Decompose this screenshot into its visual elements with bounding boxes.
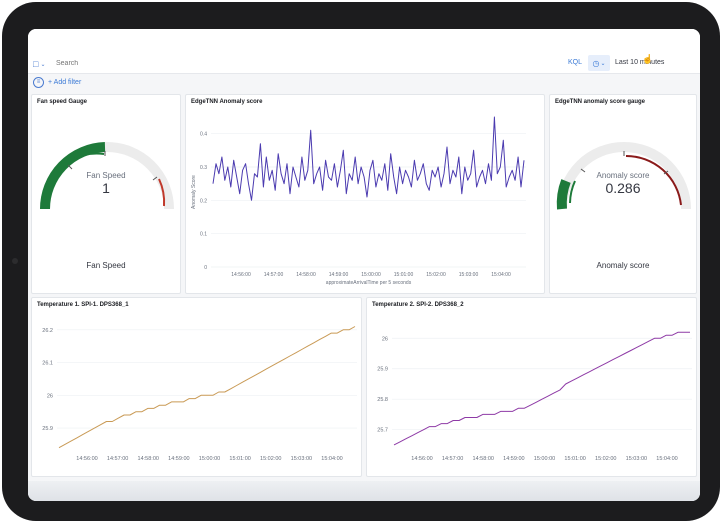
x-tick-label: 14:56:00 [231, 272, 251, 278]
x-tick-label: 15:02:00 [260, 456, 281, 462]
x-tick-label: 15:03:00 [291, 456, 312, 462]
panel-title: Fan speed Gauge [37, 99, 88, 105]
gauge-tick [152, 176, 158, 181]
camera [12, 258, 18, 264]
x-tick-label: 15:01:00 [229, 456, 250, 462]
y-tick-label: 25.9 [42, 426, 53, 432]
x-tick-label: 14:59:00 [329, 272, 349, 278]
saved-query-button[interactable]: □ ⌄ [33, 58, 51, 70]
y-tick-label: 25.8 [377, 397, 388, 403]
x-tick-label: 15:01:00 [394, 272, 414, 278]
gauge-fill [40, 142, 106, 210]
x-tick-label: 15:04:00 [491, 272, 511, 278]
x-tick-label: 14:58:00 [473, 456, 494, 462]
y-tick-label: 26 [382, 336, 388, 342]
x-tick-label: 15:00:00 [199, 456, 220, 462]
gauge-fill [556, 179, 571, 210]
y-tick-label: 26 [47, 393, 53, 399]
gauge-metric-label: Fan Speed [86, 171, 126, 180]
gauge-footer-label: Anomaly score [596, 261, 650, 270]
gauge-tick [580, 168, 586, 173]
chevron-down-icon: ⌄ [600, 60, 606, 67]
panel-title: Temperature 1. SPI-1. DPS368_1 [37, 302, 129, 308]
x-tick-label: 15:00:00 [534, 456, 555, 462]
filter-options-icon[interactable]: ≡ [33, 77, 44, 88]
x-tick-label: 15:02:00 [426, 272, 446, 278]
panel-title: EdgeTNN Anomaly score [191, 99, 263, 105]
gauge-value: 0.286 [605, 180, 641, 196]
gauge-tick [663, 170, 669, 175]
x-tick-label: 14:59:00 [168, 456, 189, 462]
x-tick-label: 15:04:00 [656, 456, 677, 462]
y-tick-label: 0.3 [200, 165, 207, 171]
search-input[interactable] [52, 55, 560, 71]
calendar-icon: ◷ [592, 58, 600, 68]
x-tick-label: 14:58:00 [138, 456, 159, 462]
fan-gauge-panel: Fan speed Gauge Fan Speed 1 Fan Speed [31, 94, 181, 294]
series-line [58, 326, 356, 449]
x-tick-label: 14:56:00 [76, 456, 97, 462]
anomaly-chart-panel: EdgeTNN Anomaly score 0 0.1 0.2 0.3 0.4 14:56… [185, 94, 545, 294]
y-tick-label: 26.1 [42, 361, 53, 367]
dashboard-screen: □ ⌄ KQL ◷ ⌄ Last 10 minutes ☝ ≡ + Add fi… [28, 29, 700, 501]
x-tick-label: 15:00:00 [361, 272, 381, 278]
x-tick-label: 15:03:00 [626, 456, 647, 462]
y-tick-label: 25.7 [377, 428, 388, 434]
x-axis-label: approximateArrivalTime per 5 seconds [326, 280, 412, 286]
fan-gauge [40, 142, 174, 210]
screen-bottom [28, 481, 700, 501]
kql-button[interactable]: KQL [567, 59, 582, 66]
y-tick-label: 26.2 [42, 328, 53, 334]
temperature-2-line-chart: 25.7 25.8 25.9 26 14:56:00 14:57:00 14:58:00 14… [377, 331, 692, 462]
gauge-tick [67, 164, 73, 170]
gauge-range-low [569, 180, 576, 204]
x-tick-label: 14:57:00 [107, 456, 128, 462]
gauge-range-high [158, 178, 166, 207]
gauge-footer-label: Fan Speed [86, 261, 126, 270]
y-tick-label: 0.2 [200, 198, 207, 204]
panel-title: Temperature 2. SPI-2. DPS368_2 [372, 302, 464, 308]
x-tick-label: 14:57:00 [442, 456, 463, 462]
panel-title: EdgeTNN anomaly score gauge [555, 99, 646, 105]
y-tick-label: 25.9 [377, 367, 388, 373]
x-tick-label: 15:01:00 [564, 456, 585, 462]
gauge-metric-label: Anomaly score [596, 171, 650, 180]
x-tick-label: 14:57:00 [264, 272, 284, 278]
series-line [212, 116, 525, 201]
temperature-1-line-chart: 25.9 26 26.1 26.2 14:56:00 14:57:00 14:58:00 14… [42, 326, 357, 462]
anomaly-line-chart: 0 0.1 0.2 0.3 0.4 14:56:00 14:57:00 14:58:00 14:… [191, 116, 526, 286]
y-axis-label: Anomaly Score [191, 175, 197, 209]
x-tick-label: 15:02:00 [595, 456, 616, 462]
chevron-down-icon: ⌄ [40, 61, 46, 68]
y-tick-label: 0.1 [200, 232, 207, 238]
x-tick-label: 14:59:00 [503, 456, 524, 462]
temperature-1-panel: Temperature 1. SPI-1. DPS368_1 25.9 26 26.… [31, 297, 362, 477]
gauge-track [557, 142, 691, 210]
time-picker-button[interactable]: ◷ ⌄ [588, 55, 610, 71]
query-bar: □ ⌄ KQL ◷ ⌄ Last 10 minutes ☝ [28, 29, 700, 74]
filter-bar: ≡ + Add filter [28, 74, 700, 92]
y-tick-label: 0.4 [200, 132, 207, 138]
x-tick-label: 14:58:00 [296, 272, 316, 278]
x-tick-label: 15:04:00 [321, 456, 342, 462]
temperature-2-panel: Temperature 2. SPI-2. DPS368_2 25.7 25.8 2… [366, 297, 697, 477]
anomaly-gauge [556, 142, 691, 210]
save-icon: □ [33, 59, 39, 69]
pointer-cursor-icon: ☝ [642, 54, 654, 64]
gauge-value: 1 [102, 180, 110, 196]
add-filter-button[interactable]: + Add filter [48, 79, 82, 86]
gauge-range-low [70, 152, 105, 161]
anomaly-gauge-panel: EdgeTNN anomaly score gauge Anomaly scor… [549, 94, 697, 294]
time-range-label[interactable]: Last 10 minutes [615, 59, 665, 66]
series-line [393, 331, 690, 446]
y-tick-label: 0 [204, 265, 207, 271]
x-tick-label: 14:56:00 [411, 456, 432, 462]
gauge-range-high [625, 154, 682, 206]
x-tick-label: 15:03:00 [459, 272, 479, 278]
